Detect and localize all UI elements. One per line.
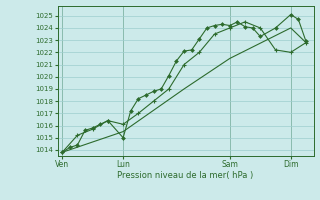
X-axis label: Pression niveau de la mer( hPa ): Pression niveau de la mer( hPa ): [117, 171, 254, 180]
